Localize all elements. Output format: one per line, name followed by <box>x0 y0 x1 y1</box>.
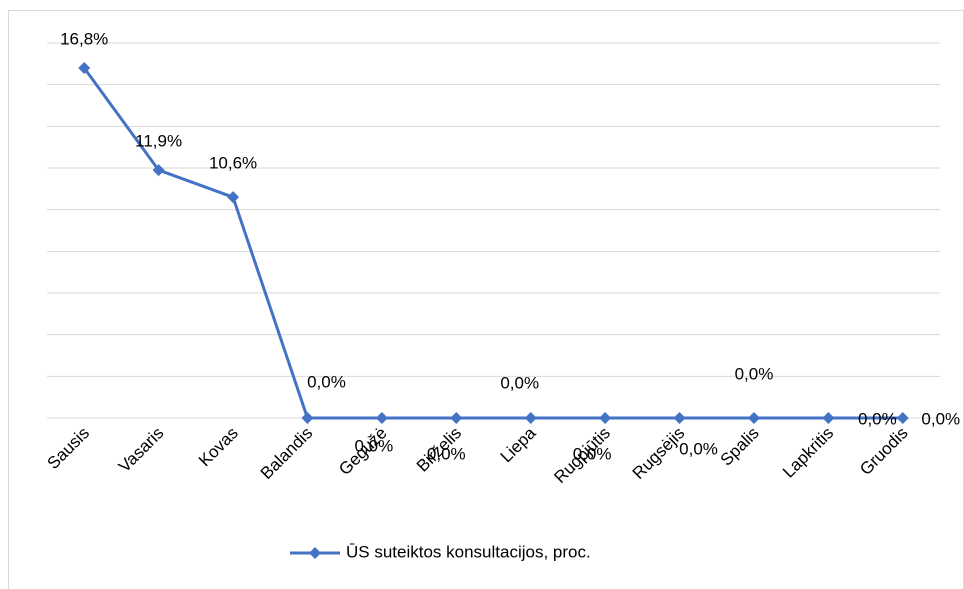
data-label: 10,6% <box>209 154 257 173</box>
marker <box>375 412 388 424</box>
data-label: 0,0% <box>307 372 346 391</box>
marker <box>524 412 537 424</box>
x-tick-label: Vasaris <box>115 423 168 476</box>
data-label: 0,0% <box>858 409 897 428</box>
x-tick-label: Balandis <box>257 423 317 483</box>
data-label: 0,0% <box>921 409 960 428</box>
marker <box>747 412 760 424</box>
marker <box>822 412 835 424</box>
x-tick-label: Gruodis <box>856 423 912 479</box>
data-label: 0,0% <box>500 373 539 392</box>
legend-label: ŪS suteiktos konsultacijos, proc. <box>346 542 591 561</box>
marker <box>227 191 240 204</box>
x-tick-label: Spalis <box>717 423 763 469</box>
series-line <box>82 67 903 420</box>
x-tick-label: Lapkritis <box>779 423 837 481</box>
data-label: 11,9% <box>135 132 182 151</box>
data-label: 0,0% <box>355 436 394 455</box>
x-tick-label: Sausis <box>44 423 94 473</box>
marker <box>599 412 612 424</box>
data-label: 0,0% <box>735 364 774 383</box>
marker <box>78 62 91 74</box>
data-label: 16,8% <box>60 29 108 48</box>
x-tick-label: Kovas <box>195 423 242 470</box>
marker <box>896 412 909 424</box>
marker <box>301 412 314 424</box>
chart-frame <box>8 10 964 589</box>
data-label: 0,0% <box>427 444 466 463</box>
marker <box>450 412 463 424</box>
data-label: 0,0% <box>573 444 612 463</box>
marker <box>152 164 165 177</box>
x-tick-label: Liepa <box>497 423 540 466</box>
marker <box>673 412 686 424</box>
legend-marker <box>309 547 321 559</box>
data-label: 0,0% <box>679 439 718 458</box>
